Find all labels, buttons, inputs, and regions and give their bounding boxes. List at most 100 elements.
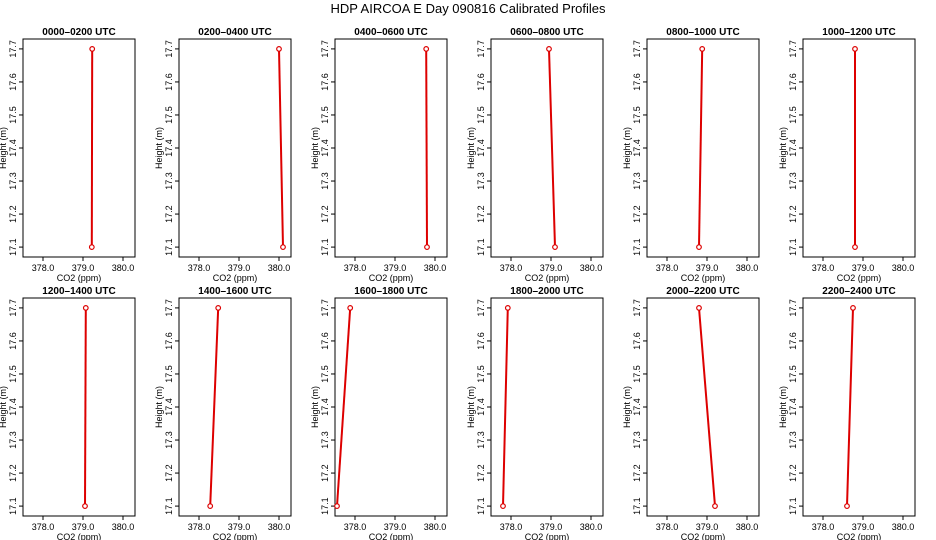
y-axis-label: Height (m): [778, 127, 788, 169]
y-tick-label: 17.3: [8, 431, 18, 449]
x-tick-label: 379.0: [72, 263, 95, 273]
x-tick-label: 380.0: [892, 522, 915, 532]
panel-title: 0000–0200 UTC: [42, 27, 115, 38]
panel-2: 0200–0400 UTC 378.0 379.0 380.0 CO2 (ppm) 17.…: [154, 27, 292, 283]
plot-frame: [22, 297, 136, 517]
y-tick-label: 17.3: [320, 431, 330, 449]
plot-frame: [22, 38, 136, 258]
panel-title: 2000–2200 UTC: [666, 286, 739, 297]
data-point: [276, 46, 282, 52]
data-point: [207, 503, 214, 509]
y-tick-label: 17.5: [476, 106, 486, 124]
data-point: [500, 503, 506, 509]
y-tick-label: 17.6: [788, 73, 798, 91]
data-point: [850, 305, 856, 311]
y-tick-label: 17.6: [8, 332, 18, 350]
y-tick-label: 17.4: [320, 139, 330, 157]
y-axis-label: Height (m): [310, 127, 320, 169]
plot-frame: [334, 38, 448, 258]
y-tick-label: 17.5: [788, 365, 798, 383]
x-axis-label: CO2 (ppm): [369, 532, 414, 540]
x-tick-label: 379.0: [696, 522, 719, 532]
plot-frame: [802, 297, 916, 517]
data-point: [852, 244, 858, 250]
data-point: [82, 305, 89, 311]
x-axis-label: CO2 (ppm): [57, 273, 102, 283]
y-axis-label: Height (m): [0, 127, 8, 169]
y-tick-label: 17.7: [164, 299, 174, 317]
panel-title: 1600–1800 UTC: [354, 286, 427, 297]
y-tick-label: 17.5: [632, 106, 642, 124]
x-tick-label: 378.0: [656, 263, 679, 273]
x-tick-label: 378.0: [812, 263, 835, 273]
y-tick-label: 17.6: [476, 332, 486, 350]
x-tick-label: 379.0: [696, 263, 719, 273]
panel-title: 0800–1000 UTC: [666, 27, 739, 38]
y-tick-label: 17.3: [632, 172, 642, 190]
y-tick-label: 17.3: [476, 172, 486, 190]
y-tick-label: 17.1: [476, 238, 486, 256]
data-point: [504, 305, 511, 311]
x-tick-label: 378.0: [32, 522, 55, 532]
y-tick-label: 17.3: [632, 431, 642, 449]
y-tick-label: 17.4: [8, 398, 18, 416]
x-tick-label: 378.0: [344, 263, 367, 273]
panel-5: 0800–1000 UTC 378.0 379.0 380.0 CO2 (ppm) 17.…: [622, 27, 760, 283]
y-tick-label: 17.1: [320, 238, 330, 256]
y-tick-label: 17.2: [8, 205, 18, 223]
profile-line: [846, 307, 854, 507]
profile-line: [209, 307, 220, 507]
y-tick-label: 17.6: [164, 332, 174, 350]
y-axis-label: Height (m): [622, 386, 632, 428]
x-tick-label: 379.0: [540, 263, 563, 273]
y-axis-label: Height (m): [622, 127, 632, 169]
y-tick-label: 17.2: [320, 205, 330, 223]
y-tick-label: 17.5: [164, 106, 174, 124]
y-tick-label: 17.2: [8, 464, 18, 482]
y-tick-label: 17.1: [476, 497, 486, 515]
y-tick-label: 17.1: [8, 238, 18, 256]
data-point: [88, 244, 95, 250]
panel-7: 1200–1400 UTC 378.0 379.0 380.0 CO2 (ppm) 17.…: [0, 286, 136, 540]
panel-10: 1800–2000 UTC 378.0 379.0 380.0 CO2 (ppm) 17.…: [466, 286, 604, 540]
y-tick-label: 17.2: [476, 464, 486, 482]
data-point: [844, 503, 850, 509]
y-tick-label: 17.6: [632, 332, 642, 350]
x-axis-label: CO2 (ppm): [213, 532, 258, 540]
data-point: [546, 46, 552, 52]
x-tick-label: 380.0: [424, 263, 447, 273]
y-tick-label: 17.5: [164, 365, 174, 383]
y-tick-label: 17.1: [632, 238, 642, 256]
y-tick-label: 17.5: [632, 365, 642, 383]
data-point: [82, 503, 88, 509]
y-tick-label: 17.7: [476, 299, 486, 317]
y-tick-label: 17.4: [788, 139, 798, 157]
x-tick-label: 380.0: [424, 522, 447, 532]
y-tick-label: 17.2: [320, 464, 330, 482]
data-point: [89, 46, 96, 52]
y-tick-label: 17.3: [788, 172, 798, 190]
x-axis-label: CO2 (ppm): [681, 273, 726, 283]
plot-frame: [178, 297, 292, 517]
x-axis-label: CO2 (ppm): [57, 532, 102, 540]
x-tick-label: 380.0: [268, 522, 291, 532]
x-tick-label: 379.0: [384, 263, 407, 273]
y-tick-label: 17.7: [8, 40, 18, 58]
y-tick-label: 17.4: [164, 398, 174, 416]
x-tick-label: 379.0: [72, 522, 95, 532]
y-tick-label: 17.6: [164, 73, 174, 91]
x-tick-label: 379.0: [540, 522, 563, 532]
y-tick-label: 17.4: [476, 398, 486, 416]
y-tick-label: 17.1: [788, 238, 798, 256]
x-tick-label: 379.0: [384, 522, 407, 532]
y-tick-label: 17.3: [788, 431, 798, 449]
x-tick-label: 378.0: [500, 522, 523, 532]
y-tick-label: 17.4: [632, 139, 642, 157]
y-tick-label: 17.5: [788, 106, 798, 124]
y-axis-label: Height (m): [154, 386, 164, 428]
panel-1: 0000–0200 UTC 378.0 379.0 380.0 CO2 (ppm) 17.…: [0, 27, 136, 283]
x-tick-label: 378.0: [188, 263, 211, 273]
profile-line: [84, 307, 87, 507]
panel-title: 0200–0400 UTC: [198, 27, 271, 38]
y-tick-label: 17.1: [788, 497, 798, 515]
